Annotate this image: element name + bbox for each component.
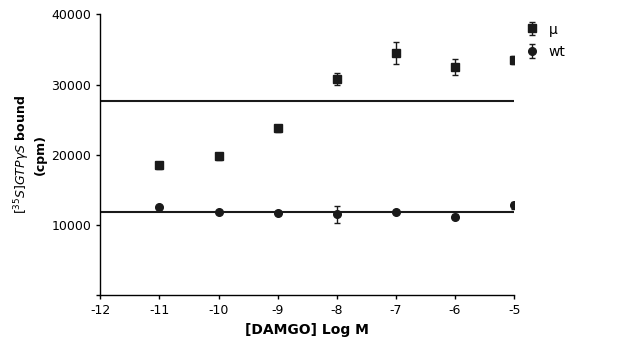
Legend: μ, wt: μ, wt <box>525 21 567 60</box>
Y-axis label: $[^{35}S]GTP\gamma S$ bound
(cpm): $[^{35}S]GTP\gamma S$ bound (cpm) <box>13 95 47 214</box>
X-axis label: [DAMGO] Log M: [DAMGO] Log M <box>245 323 369 337</box>
